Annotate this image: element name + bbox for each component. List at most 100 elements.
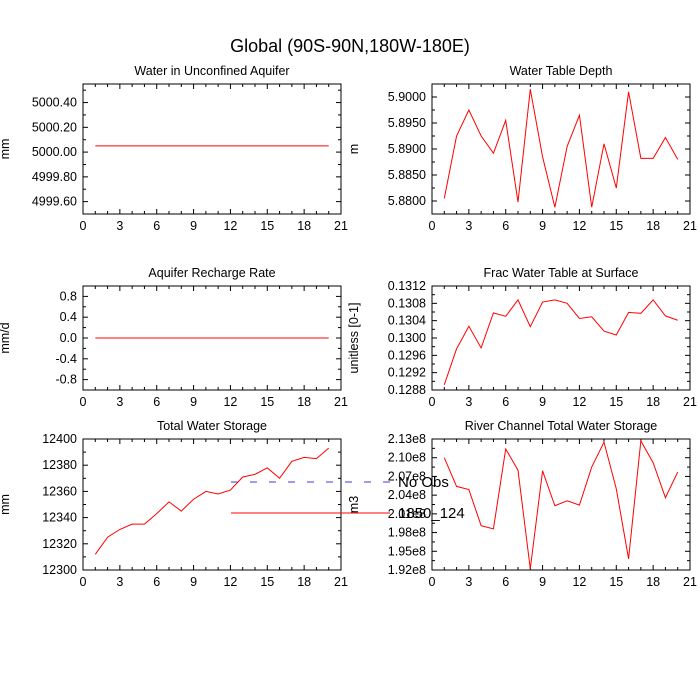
x-tick-label: 6 xyxy=(502,575,509,589)
y-tick-label: 5.8900 xyxy=(388,142,426,156)
y-tick-label: 0.1296 xyxy=(388,348,426,362)
x-tick-label: 6 xyxy=(502,219,509,233)
x-tick-label: 3 xyxy=(465,219,472,233)
x-tick-label: 3 xyxy=(116,219,123,233)
y-tick-label: 2.07e8 xyxy=(388,469,426,483)
y-axis-label: unitless [0-1] xyxy=(347,303,361,374)
panel-title: River Channel Total Water Storage xyxy=(465,419,658,433)
x-tick-label: 21 xyxy=(683,575,697,589)
y-tick-label: 12400 xyxy=(42,432,77,446)
x-tick-label: 0 xyxy=(429,395,436,409)
x-tick-label: 9 xyxy=(539,395,546,409)
series-line-1 xyxy=(443,439,679,569)
x-tick-label: 12 xyxy=(223,575,237,589)
y-tick-label: 4999.60 xyxy=(32,195,77,209)
y-tick-label: 0.1304 xyxy=(388,314,426,328)
y-tick-label: 1.92e8 xyxy=(388,563,426,577)
x-tick-label: 0 xyxy=(80,395,87,409)
x-tick-label: 3 xyxy=(116,395,123,409)
x-tick-label: 12 xyxy=(223,219,237,233)
x-tick-label: 18 xyxy=(297,395,311,409)
y-tick-label: 5.8800 xyxy=(388,194,426,208)
chart-panel-6: River Channel Total Water Storage 0 3 6 9 12 1… xyxy=(347,419,697,589)
x-tick-label: 12 xyxy=(572,219,586,233)
chart-panel-1: Water in Unconfined Aquifer 0 3 6 9 12 15 18 21 4… xyxy=(0,64,348,233)
y-tick-label: 12340 xyxy=(42,511,77,525)
chart-panel-2: Water Table Depth 0 3 6 9 12 15 18 21 5.8800 5.885… xyxy=(347,64,697,233)
x-tick-label: 21 xyxy=(334,395,348,409)
x-tick-label: 15 xyxy=(609,575,623,589)
x-tick-label: 6 xyxy=(153,219,160,233)
x-tick-label: 3 xyxy=(465,575,472,589)
x-tick-label: 0 xyxy=(80,219,87,233)
x-tick-label: 15 xyxy=(260,395,274,409)
panel-title: Aquifer Recharge Rate xyxy=(148,266,275,280)
y-tick-label: 12360 xyxy=(42,484,77,498)
x-tick-label: 6 xyxy=(153,575,160,589)
y-tick-label: 0.1292 xyxy=(388,366,426,380)
x-tick-label: 15 xyxy=(609,395,623,409)
x-tick-label: 0 xyxy=(80,575,87,589)
x-tick-label: 18 xyxy=(297,219,311,233)
x-tick-label: 15 xyxy=(609,219,623,233)
x-tick-label: 15 xyxy=(260,575,274,589)
y-tick-label: 1.95e8 xyxy=(388,544,426,558)
y-tick-label: 0.1300 xyxy=(388,331,426,345)
y-tick-label: 5.8950 xyxy=(388,116,426,130)
y-tick-label: 12320 xyxy=(42,537,77,551)
series-line-1 xyxy=(94,447,330,555)
panel-title: Frac Water Table at Surface xyxy=(484,266,639,280)
page-title: Global (90S-90N,180W-180E) xyxy=(230,36,470,56)
panel-title: Water in Unconfined Aquifer xyxy=(134,64,289,78)
y-tick-label: 5000.40 xyxy=(32,96,77,110)
x-tick-label: 18 xyxy=(646,219,660,233)
x-tick-label: 21 xyxy=(683,219,697,233)
x-tick-label: 21 xyxy=(334,575,348,589)
y-tick-label: 0.1308 xyxy=(388,296,426,310)
panels: Water in Unconfined Aquifer 0 3 6 9 12 15 18 21 4… xyxy=(0,64,697,589)
x-tick-label: 12 xyxy=(223,395,237,409)
x-tick-label: 6 xyxy=(153,395,160,409)
x-tick-label: 21 xyxy=(683,395,697,409)
x-tick-label: 9 xyxy=(190,219,197,233)
y-axis-label: m3 xyxy=(347,496,361,513)
x-tick-label: 18 xyxy=(646,395,660,409)
y-axis-label: mm xyxy=(0,139,12,160)
y-tick-label: 2.13e8 xyxy=(388,432,426,446)
legend: No Obs 1850_124 xyxy=(231,474,465,522)
x-tick-label: 6 xyxy=(502,395,509,409)
series-line-1 xyxy=(443,89,679,208)
y-tick-label: 0.8 xyxy=(60,289,77,303)
x-tick-label: 18 xyxy=(297,575,311,589)
x-tick-label: 0 xyxy=(429,219,436,233)
y-axis-label: m xyxy=(347,144,361,154)
x-tick-label: 12 xyxy=(572,395,586,409)
x-tick-label: 0 xyxy=(429,575,436,589)
panel-title: Water Table Depth xyxy=(510,64,613,78)
y-axis-label: mm xyxy=(0,494,12,515)
chart-panel-3: Aquifer Recharge Rate 0 3 6 9 12 15 18 21 -0.8 -0.… xyxy=(0,266,348,409)
y-tick-label: 12380 xyxy=(42,458,77,472)
x-tick-label: 9 xyxy=(190,575,197,589)
panel-title: Total Water Storage xyxy=(157,419,267,433)
plot-frame xyxy=(82,438,342,571)
legend-label-1850-124: 1850_124 xyxy=(398,505,465,522)
x-tick-label: 9 xyxy=(539,219,546,233)
plot-frame xyxy=(431,83,691,215)
x-tick-label: 9 xyxy=(539,575,546,589)
x-tick-label: 3 xyxy=(465,395,472,409)
x-tick-label: 15 xyxy=(260,219,274,233)
y-tick-label: 0.1288 xyxy=(388,383,426,397)
y-tick-label: 2.01e8 xyxy=(388,507,426,521)
x-tick-label: 21 xyxy=(334,219,348,233)
y-tick-label: 1.98e8 xyxy=(388,526,426,540)
y-tick-label: 12300 xyxy=(42,563,77,577)
plot-frame xyxy=(82,83,342,215)
y-tick-label: 2.04e8 xyxy=(388,488,426,502)
y-tick-label: 0.1312 xyxy=(388,279,426,293)
x-tick-label: 12 xyxy=(572,575,586,589)
y-tick-label: 0.4 xyxy=(60,310,77,324)
y-tick-label: 5000.00 xyxy=(32,145,77,159)
y-tick-label: 5000.20 xyxy=(32,120,77,134)
chart-panel-5: Total Water Storage 0 3 6 9 12 15 18 21 12300 1232… xyxy=(0,419,348,589)
